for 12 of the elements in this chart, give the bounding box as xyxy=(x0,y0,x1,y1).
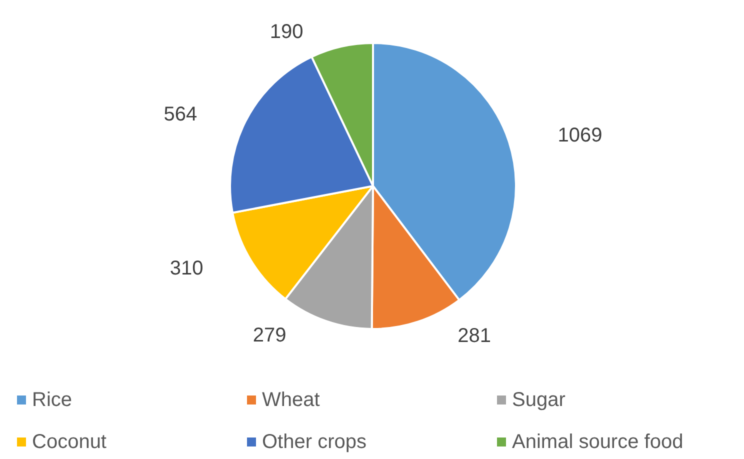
legend-label: Animal source food xyxy=(512,431,684,453)
data-label: 1069 xyxy=(558,124,602,147)
legend-label: Wheat xyxy=(262,389,320,411)
legend-label: Coconut xyxy=(32,431,107,453)
data-label: 190 xyxy=(270,20,304,43)
legend-label: Sugar xyxy=(512,389,566,411)
data-label: 281 xyxy=(458,324,492,347)
data-label: 279 xyxy=(252,324,286,346)
data-label: 564 xyxy=(164,104,198,126)
data-label: 310 xyxy=(170,258,204,280)
legend-label: Rice xyxy=(32,389,72,411)
legend-label: Other crops xyxy=(262,431,366,453)
